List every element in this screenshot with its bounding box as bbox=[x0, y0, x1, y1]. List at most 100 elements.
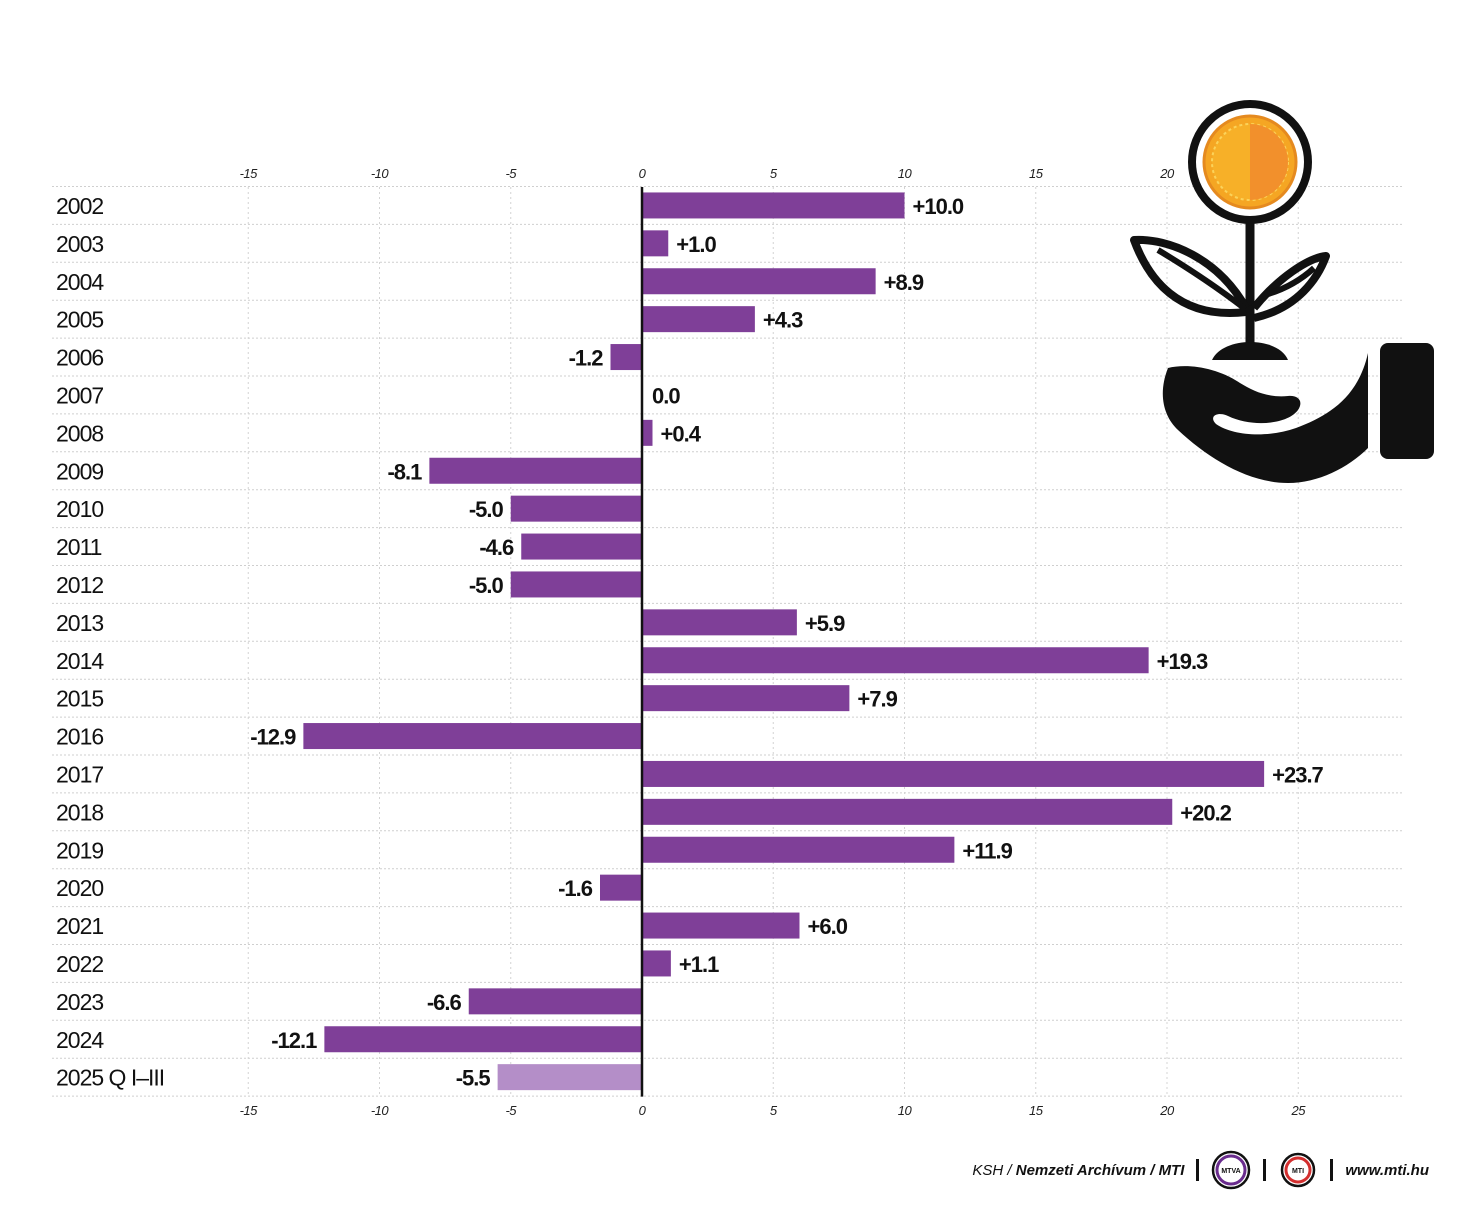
data-label: +10.0 bbox=[913, 194, 964, 219]
data-label: -1.6 bbox=[558, 876, 593, 901]
bar bbox=[610, 344, 642, 371]
bar bbox=[642, 685, 850, 712]
category-label: 2014 bbox=[56, 648, 104, 674]
bar bbox=[642, 836, 955, 863]
source-credit: KSH / Nemzeti Archívum / MTI bbox=[972, 1162, 1184, 1179]
category-label: 2022 bbox=[56, 951, 103, 977]
data-label: +20.2 bbox=[1180, 800, 1231, 825]
bar bbox=[642, 798, 1173, 825]
separator bbox=[1330, 1159, 1334, 1181]
x-tick-label-top: 5 bbox=[770, 166, 778, 181]
x-tick-label-top: 0 bbox=[639, 166, 647, 181]
category-label: 2020 bbox=[56, 875, 103, 901]
bar bbox=[642, 306, 755, 333]
bars bbox=[303, 192, 1265, 1091]
data-label: -4.6 bbox=[479, 535, 514, 560]
category-label: 2009 bbox=[56, 458, 103, 484]
x-tick-label-top: -10 bbox=[371, 166, 390, 181]
category-label: 2024 bbox=[56, 1027, 104, 1053]
footer: KSH / Nemzeti Archívum / MTI MTVA MTI ww… bbox=[972, 1150, 1429, 1190]
data-label: -8.1 bbox=[387, 459, 422, 484]
data-label: -5.5 bbox=[456, 1066, 491, 1091]
category-label: 2004 bbox=[56, 269, 104, 295]
data-label: +5.9 bbox=[805, 611, 845, 636]
bar bbox=[510, 495, 642, 522]
bar bbox=[642, 609, 797, 636]
x-tick-label-top: -15 bbox=[240, 166, 259, 181]
data-label: +0.4 bbox=[661, 421, 702, 446]
data-label: +8.9 bbox=[884, 270, 924, 295]
soil bbox=[1212, 342, 1288, 360]
data-label: +1.0 bbox=[676, 232, 716, 257]
category-label: 2025 Q I–III bbox=[56, 1065, 164, 1091]
bar bbox=[497, 1064, 642, 1091]
bar bbox=[642, 760, 1265, 787]
category-label: 2018 bbox=[56, 799, 103, 825]
data-label: -5.0 bbox=[469, 497, 504, 522]
category-label: 2023 bbox=[56, 989, 103, 1015]
x-tick-label-top: -5 bbox=[505, 166, 517, 181]
x-tick-label-top: 20 bbox=[1159, 166, 1175, 181]
grid bbox=[52, 186, 1404, 1097]
category-label: 2007 bbox=[56, 382, 103, 408]
plant-coin-hand-icon bbox=[1130, 100, 1434, 483]
x-tick-label-bottom: 25 bbox=[1291, 1103, 1307, 1118]
x-tick-label-top: 15 bbox=[1029, 166, 1044, 181]
x-tick-label-bottom: 10 bbox=[898, 1103, 913, 1118]
category-label: 2003 bbox=[56, 231, 103, 257]
source-agency: KSH / bbox=[972, 1161, 1012, 1179]
x-tick-label-top: 10 bbox=[898, 166, 913, 181]
bar bbox=[642, 419, 653, 446]
x-tick-label-bottom: 15 bbox=[1029, 1103, 1044, 1118]
bar bbox=[642, 230, 669, 257]
data-label: 0.0 bbox=[652, 383, 680, 408]
bar bbox=[642, 192, 905, 219]
category-label: 2016 bbox=[56, 724, 103, 750]
bar bbox=[642, 912, 800, 939]
bar bbox=[642, 647, 1149, 674]
data-label: +19.3 bbox=[1157, 649, 1208, 674]
x-tick-label-bottom: -15 bbox=[240, 1103, 259, 1118]
bar bbox=[324, 1026, 642, 1053]
bar bbox=[642, 268, 876, 295]
right-leaf-vein bbox=[1267, 265, 1317, 297]
data-label: +23.7 bbox=[1272, 762, 1323, 787]
data-label: +7.9 bbox=[857, 687, 897, 712]
category-label: 2005 bbox=[56, 307, 103, 333]
cuff bbox=[1380, 343, 1434, 459]
x-tick-label-bottom: 0 bbox=[639, 1103, 647, 1118]
axis-ticks: -15 -10 -5 0 5 10 15 20 -15 -10 -5 0 5 10 15 20 25 bbox=[240, 166, 1307, 1118]
data-label: -1.2 bbox=[569, 346, 604, 371]
data-label: -6.6 bbox=[427, 990, 462, 1015]
category-label: 2008 bbox=[56, 420, 103, 446]
hand bbox=[1162, 353, 1368, 483]
coin-shade bbox=[1250, 124, 1288, 200]
bar bbox=[303, 723, 642, 750]
bar bbox=[468, 988, 642, 1015]
x-tick-label-bottom: -10 bbox=[371, 1103, 390, 1118]
source-url[interactable]: www.mti.hu bbox=[1345, 1161, 1429, 1179]
category-label: 2013 bbox=[56, 610, 103, 636]
data-label: +4.3 bbox=[763, 308, 803, 333]
separator bbox=[1263, 1159, 1267, 1181]
bar bbox=[642, 950, 671, 977]
labels: 2002 +10.0 2003 +1.0 2004 +8.9 2005 +4.3 2006 -1.… bbox=[56, 193, 1325, 1091]
category-label: 2017 bbox=[56, 761, 103, 787]
x-tick-label-bottom: 20 bbox=[1159, 1103, 1175, 1118]
category-label: 2002 bbox=[56, 193, 103, 219]
left-leaf-vein bbox=[1156, 247, 1246, 311]
mti-logo-text: MTI bbox=[1292, 1168, 1304, 1175]
source-archive: Nemzeti Archívum / MTI bbox=[1015, 1161, 1185, 1179]
bar bbox=[521, 533, 642, 560]
category-label: 2021 bbox=[56, 913, 103, 939]
data-label: -12.1 bbox=[271, 1028, 317, 1053]
data-label: -5.0 bbox=[469, 573, 504, 598]
mtva-logo-text: MTVA bbox=[1222, 1168, 1241, 1175]
separator bbox=[1196, 1159, 1200, 1181]
bar bbox=[510, 571, 642, 598]
category-label: 2015 bbox=[56, 686, 103, 712]
category-label: 2012 bbox=[56, 572, 103, 598]
x-tick-label-bottom: 5 bbox=[770, 1103, 778, 1118]
category-label: 2019 bbox=[56, 837, 103, 863]
